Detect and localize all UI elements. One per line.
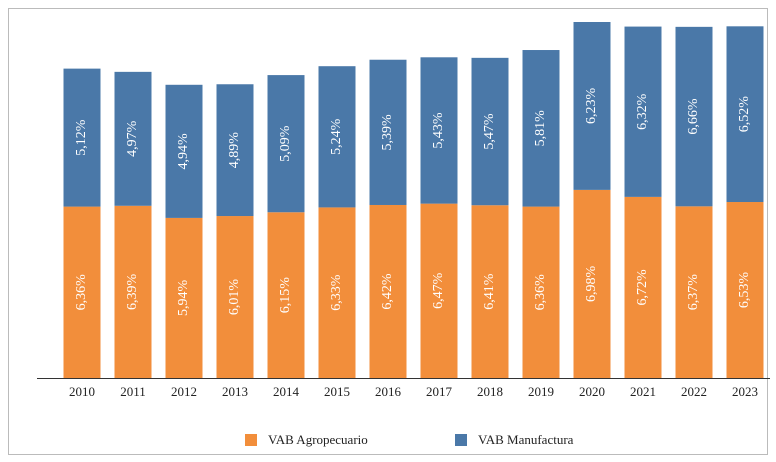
data-label: 6,41% — [482, 273, 497, 310]
data-label: 5,24% — [329, 118, 344, 155]
x-tick-label: 2020 — [579, 384, 605, 399]
bar-segment — [573, 189, 611, 378]
data-label: 6,98% — [584, 266, 599, 303]
legend-marker — [455, 434, 467, 446]
bar-segment — [369, 59, 407, 205]
x-tick-label: 2018 — [477, 384, 503, 399]
bar-segment — [216, 84, 254, 217]
bar-segment — [522, 50, 560, 207]
data-label: 6,53% — [737, 272, 752, 309]
data-label: 6,32% — [635, 93, 650, 130]
data-label: 6,47% — [431, 272, 446, 309]
data-label: 6,37% — [686, 274, 701, 311]
data-label: 6,15% — [278, 277, 293, 314]
bar-segment — [624, 26, 662, 197]
bar-segment — [420, 203, 458, 378]
data-label: 6,36% — [533, 274, 548, 311]
x-tick-label: 2019 — [528, 384, 554, 399]
legend-label: VAB Manufactura — [478, 432, 574, 447]
bar-segment — [726, 202, 764, 378]
data-label: 6,52% — [737, 96, 752, 132]
bar-segment — [573, 22, 611, 190]
bar-segment — [675, 26, 713, 207]
data-label: 5,09% — [278, 125, 293, 162]
data-label: 6,72% — [635, 269, 650, 306]
bar-segment — [216, 216, 254, 378]
x-tick-label: 2010 — [69, 384, 95, 399]
x-tick-label: 2012 — [171, 384, 197, 399]
data-label: 6,42% — [380, 273, 395, 310]
x-tick-label: 2011 — [120, 384, 146, 399]
bar-segment — [165, 84, 203, 218]
legend-marker — [245, 434, 257, 446]
data-label: 5,39% — [380, 114, 395, 151]
data-label: 5,94% — [176, 280, 191, 317]
data-label: 6,01% — [227, 279, 242, 316]
bar-segment — [267, 75, 305, 213]
data-label: 6,36% — [74, 274, 89, 311]
data-label: 4,89% — [227, 132, 242, 169]
x-tick-label: 2015 — [324, 384, 350, 399]
bar-segment — [63, 206, 101, 378]
x-tick-label: 2014 — [273, 384, 300, 399]
data-label: 5,43% — [431, 112, 446, 149]
x-tick-label: 2022 — [681, 384, 707, 399]
bar-segment — [726, 26, 764, 203]
x-tick-label: 2016 — [375, 384, 402, 399]
data-label: 6,66% — [686, 98, 701, 135]
data-label: 6,23% — [584, 88, 599, 125]
bar-segment — [420, 57, 458, 204]
bar-segment — [267, 212, 305, 378]
bar-segment — [471, 57, 509, 206]
bar-segment — [114, 205, 152, 378]
bar-segment — [63, 68, 101, 207]
bar-segment — [624, 196, 662, 378]
x-tick-label: 2023 — [732, 384, 758, 399]
x-tick-label: 2021 — [630, 384, 656, 399]
bar-segment — [318, 66, 356, 208]
x-tick-label: 2017 — [426, 384, 453, 399]
bar-segment — [675, 206, 713, 378]
data-label: 4,97% — [125, 120, 140, 157]
data-label: 5,47% — [482, 113, 497, 150]
data-label: 6,39% — [125, 273, 140, 310]
data-label: 6,33% — [329, 274, 344, 311]
bar-segment — [471, 205, 509, 378]
legend-label: VAB Agropecuario — [268, 432, 368, 447]
bar-segment — [522, 206, 560, 378]
data-label: 5,81% — [533, 110, 548, 147]
x-tick-label: 2013 — [222, 384, 248, 399]
bar-segment — [165, 217, 203, 378]
data-label: 5,12% — [74, 119, 89, 156]
bar-segment — [318, 207, 356, 378]
bar-segment — [369, 204, 407, 378]
bar-segment — [114, 71, 152, 206]
data-label: 4,94% — [176, 133, 191, 170]
frame — [8, 8, 768, 455]
